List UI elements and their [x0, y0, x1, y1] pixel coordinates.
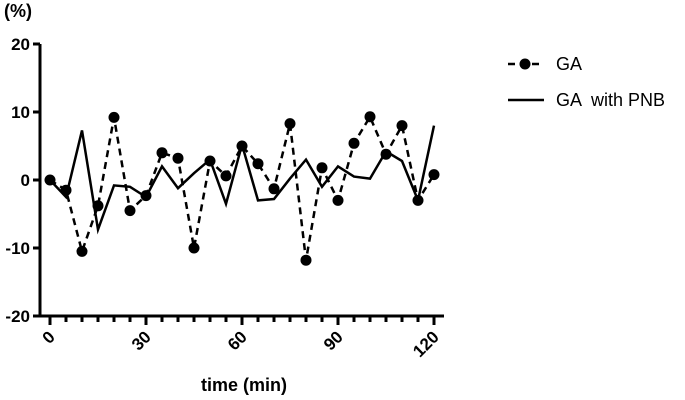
x-tick-label: 90 — [320, 327, 347, 354]
series-ga-point — [252, 158, 264, 170]
series-ga-point — [316, 162, 328, 174]
x-tick-label: 120 — [409, 327, 442, 360]
x-tick-label: 30 — [128, 327, 155, 354]
series-ga-point — [108, 111, 120, 123]
series-ga-with-pnb-line — [49, 125, 436, 235]
series-ga-point — [124, 205, 136, 217]
series-ga-line — [49, 114, 436, 261]
series-layer — [44, 111, 440, 266]
y-axis-title: (%) — [4, 1, 32, 21]
series-ga-point — [268, 183, 280, 195]
legend-label-ga-with-pnb: GA with PNB — [556, 90, 665, 110]
series-ga-point — [76, 245, 88, 257]
series-ga-point — [220, 170, 232, 182]
y-tick-label: -20 — [5, 307, 30, 326]
y-tick-label: -10 — [5, 239, 30, 258]
y-tick-label: 20 — [11, 35, 30, 54]
series-ga-point — [348, 137, 360, 149]
series-ga-point — [156, 147, 168, 159]
series-ga-point — [332, 194, 344, 206]
legend-item-ga-with-pnb: GA with PNB — [508, 90, 665, 110]
series-ga-point — [396, 120, 408, 132]
x-axis-title: time (min) — [201, 375, 287, 395]
y-tick-label: 0 — [21, 171, 30, 190]
series-ga-point — [300, 254, 312, 266]
legend-label-ga: GA — [556, 54, 582, 74]
legend-item-ga: GA — [508, 54, 582, 74]
legend-marker-ga — [519, 58, 531, 70]
y-tick-label: 10 — [11, 103, 30, 122]
legend: GA GA with PNB — [508, 54, 665, 110]
x-tick-label: 0 — [39, 327, 59, 347]
series-ga-point — [364, 111, 376, 123]
series-ga-point — [188, 242, 200, 254]
series-ga-point — [172, 152, 184, 164]
x-tick-label: 60 — [224, 327, 251, 354]
series-ga-point — [284, 118, 296, 130]
series-ga-point — [428, 169, 440, 181]
